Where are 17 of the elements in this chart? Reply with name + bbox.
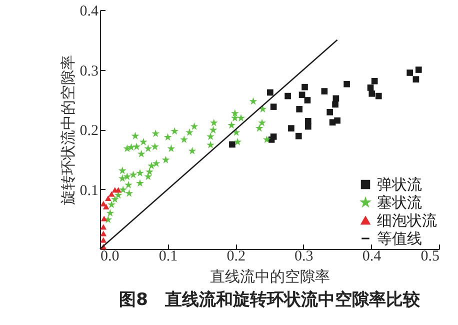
- legend-label: 细泡状流: [377, 212, 437, 230]
- x-tick-label: 0.1: [158, 248, 178, 264]
- y-tick-label: 0.3: [80, 63, 98, 80]
- y-tick-label: 0.1: [80, 182, 98, 199]
- x-tick-label: 0.2: [226, 248, 246, 264]
- y-axis-title: 旋转环状流中的空隙率: [60, 55, 77, 205]
- x-tick-label: 0.5: [420, 248, 440, 264]
- x-axis-title: 直线流中的空隙率: [210, 268, 330, 286]
- legend-label: 弹状流: [377, 176, 422, 194]
- x-tick-label: 0.3: [294, 248, 314, 264]
- y-tick-label: 0.4: [80, 4, 99, 20]
- x-tick-label: 0.4: [362, 248, 382, 264]
- text: 图8 直线流和旋转环状流中空隙率比较: [119, 290, 421, 310]
- y-tick-label: 0.2: [80, 123, 98, 139]
- legend-label: 等值线: [377, 230, 422, 248]
- legend-label: 塞状流: [377, 194, 422, 212]
- x-tick-label: 0.0: [100, 248, 120, 264]
